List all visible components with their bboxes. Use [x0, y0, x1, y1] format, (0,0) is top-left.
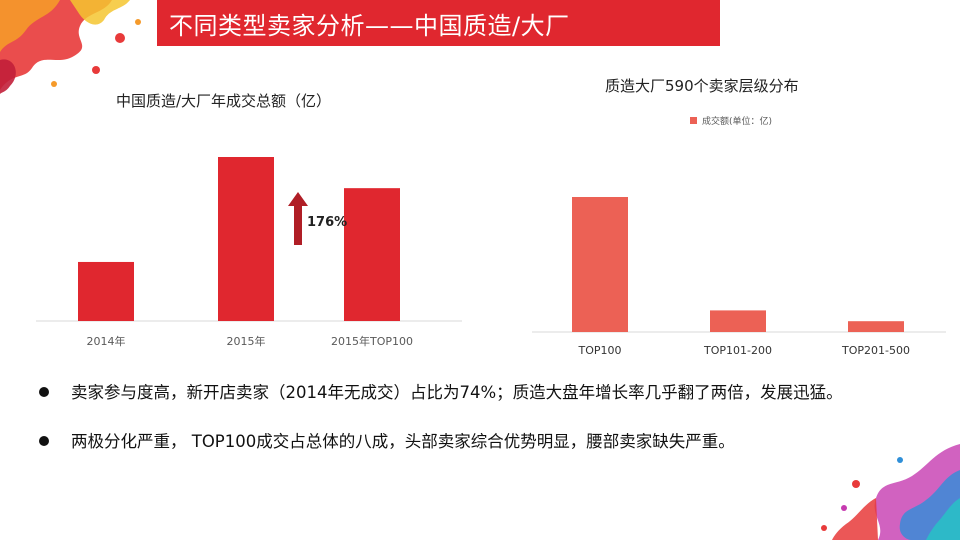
growth-arrow-icon: [288, 192, 308, 245]
chart-2-title: 质造大厂590个卖家层级分布: [605, 77, 799, 95]
bar-2: [710, 310, 766, 332]
bullet-text: 卖家参与度高，新开店卖家（2014年无成交）占比为74%；质造大盘年增长率几乎翻…: [71, 383, 843, 402]
bar-3: [344, 188, 400, 321]
x-tick-label: 2015年: [227, 334, 266, 348]
seller-tier-bar-chart: 成交额(单位：亿) TOP100 TOP101-200 TOP201-500: [532, 115, 946, 357]
growth-annotation: 176%: [307, 215, 347, 230]
bullet-dot-icon: [39, 387, 49, 397]
x-tick-label: TOP101-200: [703, 344, 772, 357]
bar-1: [572, 197, 628, 332]
x-tick-label: TOP201-500: [841, 344, 910, 357]
legend-swatch: [690, 117, 697, 124]
bullet-text: 两极分化严重， TOP100成交占总体的八成，头部卖家综合优势明显，腰部卖家缺失…: [71, 432, 735, 451]
x-tick-label: 2015年TOP100: [331, 334, 413, 348]
bullet-item: 两极分化严重， TOP100成交占总体的八成，头部卖家综合优势明显，腰部卖家缺失…: [38, 429, 898, 454]
bullet-item: 卖家参与度高，新开店卖家（2014年无成交）占比为74%；质造大盘年增长率几乎翻…: [38, 380, 898, 405]
bar-1: [78, 261, 134, 321]
slide-title-bar: 不同类型卖家分析——中国质造/大厂: [157, 0, 720, 46]
bar-2: [218, 157, 274, 321]
annual-gmv-bar-chart: 2014年 2015年 2015年TOP100 176%: [36, 157, 462, 348]
bullet-dot-icon: [39, 436, 49, 446]
paint-splash-top-left: [0, 0, 141, 94]
x-tick-label: TOP100: [577, 344, 621, 357]
slide-title: 不同类型卖家分析——中国质造/大厂: [169, 11, 570, 40]
legend-label: 成交额(单位：亿): [702, 115, 772, 127]
bullet-list: 卖家参与度高，新开店卖家（2014年无成交）占比为74%；质造大盘年增长率几乎翻…: [38, 380, 898, 478]
x-tick-label: 2014年: [87, 334, 126, 348]
chart-1-title: 中国质造/大厂年成交总额（亿）: [116, 92, 332, 110]
bar-3: [848, 321, 904, 332]
